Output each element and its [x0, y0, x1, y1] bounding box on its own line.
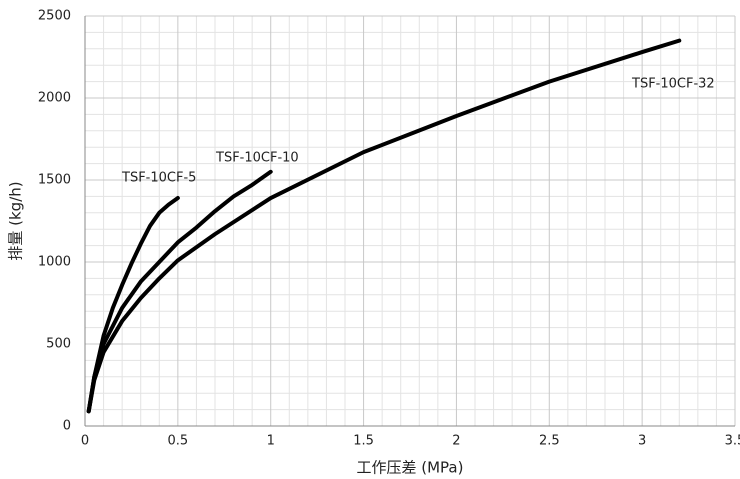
- series-label: TSF-10CF-5: [121, 171, 196, 186]
- x-tick-label: 3: [638, 434, 646, 449]
- series-line: [86, 169, 273, 414]
- x-tick-label: 1.5: [353, 434, 374, 449]
- x-tick-label: 2: [452, 434, 460, 449]
- y-tick-label: 0: [63, 419, 71, 434]
- y-tick-label: 1000: [38, 255, 71, 270]
- y-tick-label: 500: [46, 337, 71, 352]
- x-tick-label: 3.5: [725, 434, 740, 449]
- x-tick-label: 0.5: [168, 434, 189, 449]
- series-label: TSF-10CF-10: [215, 151, 299, 166]
- series-line: [86, 38, 682, 414]
- x-tick-label: 0: [81, 434, 89, 449]
- y-tick-label: 2000: [38, 91, 71, 106]
- series-label: TSF-10CF-32: [631, 77, 715, 92]
- y-tick-label: 1500: [38, 173, 71, 188]
- x-tick-label: 1: [267, 434, 275, 449]
- y-tick-label: 2500: [38, 9, 71, 24]
- x-axis-title: 工作压差 (MPa): [357, 459, 464, 477]
- y-axis-title: 排量 (kg/h): [7, 181, 25, 260]
- x-tick-label: 2.5: [539, 434, 560, 449]
